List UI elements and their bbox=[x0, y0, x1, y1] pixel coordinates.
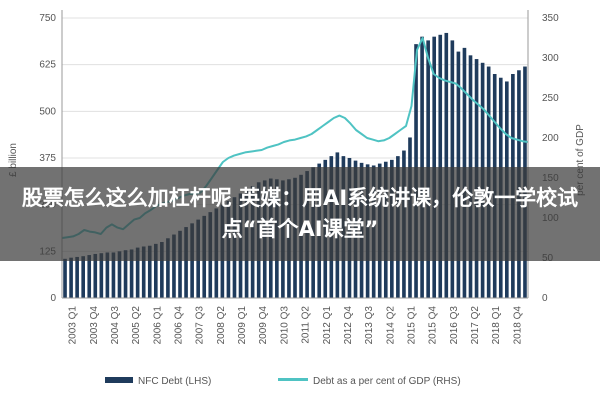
bar bbox=[444, 32, 449, 298]
bar bbox=[87, 255, 92, 298]
left-tick-label: 750 bbox=[39, 13, 56, 24]
bar bbox=[438, 34, 443, 299]
x-tick-label: 2006 Q4 bbox=[174, 306, 185, 345]
x-tick-label: 2015 Q4 bbox=[428, 306, 439, 345]
bar bbox=[160, 242, 164, 298]
x-tick-label: 2004 Q3 bbox=[110, 306, 121, 345]
bar bbox=[123, 250, 128, 298]
bar bbox=[184, 227, 188, 298]
bar bbox=[63, 258, 67, 298]
x-tick-label: 2008 Q2 bbox=[216, 306, 227, 345]
left-tick-label: 0 bbox=[50, 293, 56, 304]
bar bbox=[135, 247, 140, 298]
x-tick-label: 2012 Q4 bbox=[343, 306, 354, 345]
bar bbox=[111, 252, 116, 298]
legend-swatch-line bbox=[278, 378, 308, 381]
bar bbox=[81, 256, 85, 298]
x-tick-label: 2003 Q1 bbox=[68, 306, 79, 345]
x-tick-label: 2011 Q2 bbox=[301, 306, 312, 344]
x-tick-label: 2018 Q4 bbox=[512, 306, 523, 345]
right-tick-label: 250 bbox=[542, 93, 559, 104]
x-tick-label: 2013 Q3 bbox=[364, 306, 375, 345]
right-tick-label: 0 bbox=[542, 293, 548, 304]
bar bbox=[117, 251, 122, 298]
bar bbox=[129, 249, 134, 298]
x-tick-label: 2007 Q3 bbox=[195, 306, 206, 345]
x-axis-ticks: 2003 Q1 2003 Q4 2004 Q3 2005 Q2 2006 Q1 2006 … bbox=[68, 306, 524, 345]
legend: NFC Debt (LHS) Debt as a per cent of GDP… bbox=[105, 376, 461, 387]
left-tick-label: 625 bbox=[39, 60, 56, 71]
x-tick-label: 2018 Q1 bbox=[491, 306, 502, 345]
bar bbox=[166, 238, 170, 298]
x-tick-label: 2017 Q2 bbox=[470, 306, 481, 345]
bar bbox=[69, 257, 73, 298]
x-tick-label: 2003 Q4 bbox=[89, 306, 100, 345]
left-tick-label: 500 bbox=[39, 106, 56, 117]
x-tick-label: 2005 Q2 bbox=[131, 306, 142, 345]
bar bbox=[105, 252, 110, 298]
bar bbox=[178, 230, 182, 298]
right-tick-label: 200 bbox=[542, 133, 559, 144]
bar bbox=[147, 245, 152, 298]
legend-swatch-bars bbox=[105, 377, 133, 383]
bar bbox=[172, 234, 176, 298]
x-tick-label: 2012 Q1 bbox=[322, 306, 333, 345]
bar bbox=[141, 246, 146, 298]
bar bbox=[153, 243, 158, 298]
headline-banner: 股票怎么这么加杠杆呢 英媒：用AI系统讲课，伦敦一学校试点“首个AI课堂” bbox=[0, 167, 600, 261]
bar bbox=[75, 256, 79, 298]
legend-label-line: Debt as a per cent of GDP (RHS) bbox=[313, 376, 461, 387]
right-tick-label: 300 bbox=[542, 53, 559, 64]
x-tick-label: 2015 Q1 bbox=[407, 306, 418, 345]
x-tick-label: 2009 Q4 bbox=[258, 306, 269, 345]
left-axis-label: £ billion bbox=[8, 143, 19, 177]
bar bbox=[99, 253, 104, 298]
x-tick-label: 2010 Q3 bbox=[279, 306, 290, 345]
right-tick-label: 350 bbox=[542, 13, 559, 24]
x-tick-label: 2006 Q1 bbox=[152, 306, 163, 345]
headline-text: 股票怎么这么加杠杆呢 英媒：用AI系统讲课，伦敦一学校试点“首个AI课堂” bbox=[21, 186, 579, 241]
legend-label-bars: NFC Debt (LHS) bbox=[138, 376, 211, 387]
bar bbox=[93, 253, 98, 298]
right-axis-label: per cent of GDP bbox=[575, 124, 586, 196]
x-tick-label: 2016 Q3 bbox=[449, 306, 460, 345]
x-tick-label: 2014 Q2 bbox=[385, 306, 396, 345]
x-tick-label: 2009 Q1 bbox=[237, 306, 248, 345]
left-tick-label: 375 bbox=[39, 153, 56, 164]
